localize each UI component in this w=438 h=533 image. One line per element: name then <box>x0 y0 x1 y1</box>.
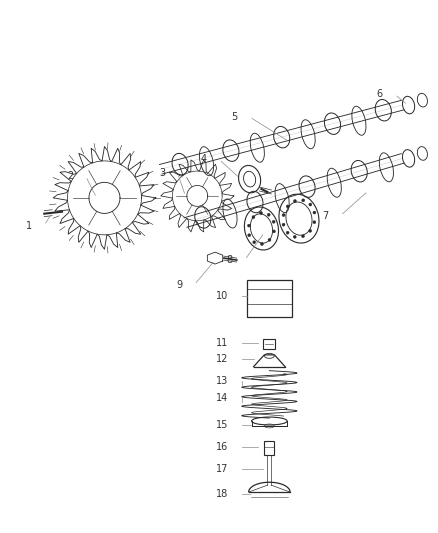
Bar <box>247 280 292 317</box>
Circle shape <box>309 203 312 206</box>
Circle shape <box>272 220 275 223</box>
Circle shape <box>248 233 251 237</box>
Text: 18: 18 <box>215 489 228 499</box>
Circle shape <box>286 231 289 234</box>
Circle shape <box>259 212 262 214</box>
Circle shape <box>302 199 305 202</box>
Circle shape <box>282 214 285 216</box>
Text: 2: 2 <box>67 171 74 181</box>
Text: 4: 4 <box>201 155 207 164</box>
Circle shape <box>301 235 304 238</box>
Text: 3: 3 <box>159 168 166 178</box>
Circle shape <box>293 236 296 238</box>
Text: 7: 7 <box>322 211 328 221</box>
Text: 8: 8 <box>227 255 233 265</box>
Text: 11: 11 <box>215 338 228 348</box>
Circle shape <box>268 238 271 241</box>
Text: 16: 16 <box>215 442 228 451</box>
Circle shape <box>247 224 251 227</box>
Text: 15: 15 <box>215 420 228 430</box>
Text: 14: 14 <box>215 393 228 403</box>
Text: 1: 1 <box>26 221 32 231</box>
Circle shape <box>293 199 297 203</box>
Circle shape <box>267 213 270 216</box>
Bar <box>265 441 274 455</box>
Text: 6: 6 <box>377 89 383 99</box>
Circle shape <box>309 229 312 232</box>
Circle shape <box>253 241 256 244</box>
Bar <box>263 339 275 349</box>
Circle shape <box>261 243 263 246</box>
Circle shape <box>286 205 289 208</box>
Text: 9: 9 <box>177 280 183 290</box>
Circle shape <box>252 216 255 219</box>
Text: 5: 5 <box>232 112 238 122</box>
Text: 17: 17 <box>215 464 228 474</box>
Text: 10: 10 <box>215 290 228 301</box>
Circle shape <box>313 221 316 224</box>
Circle shape <box>272 230 276 233</box>
Text: 12: 12 <box>215 354 228 364</box>
Text: 13: 13 <box>215 376 228 385</box>
Circle shape <box>313 211 316 214</box>
Circle shape <box>282 223 285 226</box>
